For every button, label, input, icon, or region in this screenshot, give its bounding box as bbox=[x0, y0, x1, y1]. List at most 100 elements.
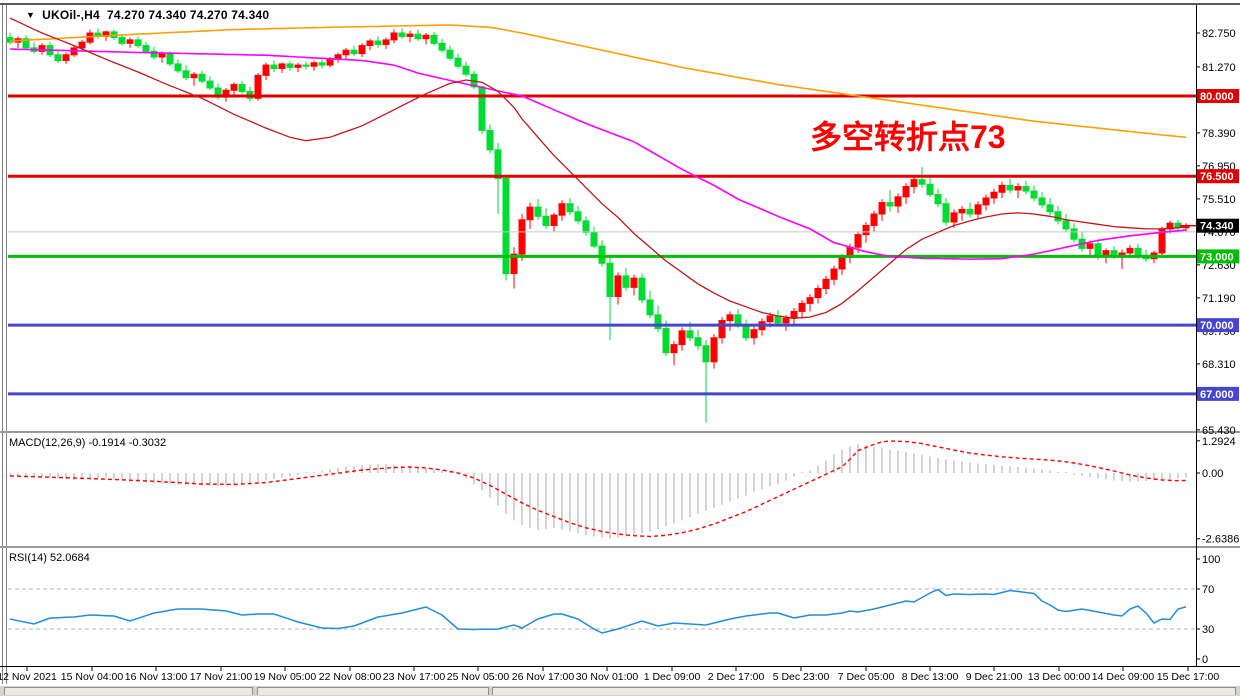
candle-body bbox=[798, 302, 806, 312]
time-axis-label: 2 Dec 17:00 bbox=[708, 671, 765, 683]
price-tick-label: 30 bbox=[1202, 624, 1214, 636]
moving-average-darkred bbox=[9, 17, 1187, 319]
time-axis-label: 25 Nov 05:00 bbox=[447, 671, 510, 683]
candle-body bbox=[310, 62, 318, 67]
candle-body bbox=[742, 324, 750, 339]
candle-body bbox=[982, 197, 990, 206]
price-tick-label: 81.270 bbox=[1202, 62, 1236, 74]
candle-body bbox=[590, 231, 598, 247]
candle-body bbox=[190, 73, 198, 79]
moving-average-orange bbox=[9, 24, 1187, 139]
chevron-down-icon[interactable]: ▼ bbox=[26, 10, 36, 20]
candle-body bbox=[702, 345, 710, 363]
time-axis-label: 30 Nov 01:00 bbox=[576, 671, 639, 683]
price-tick-label: 68.310 bbox=[1202, 359, 1236, 371]
candle-body bbox=[374, 40, 382, 45]
candle-body bbox=[134, 39, 142, 47]
candle-body bbox=[1022, 186, 1030, 192]
time-axis-label: 1 Dec 09:00 bbox=[644, 671, 701, 683]
time-axis-label: 14 Dec 09:00 bbox=[1092, 671, 1155, 683]
candle-body bbox=[526, 206, 534, 221]
candle-body bbox=[254, 74, 262, 99]
candle-body bbox=[606, 262, 614, 297]
candle-body bbox=[118, 37, 126, 44]
candle-body bbox=[38, 45, 46, 52]
candle-body bbox=[686, 330, 694, 339]
bottom-strip-segment[interactable] bbox=[492, 687, 1236, 695]
candle-body bbox=[294, 64, 302, 68]
candle-body bbox=[886, 202, 894, 207]
candle-body bbox=[534, 206, 542, 217]
rsi-indicator-label: RSI(14) 52.0684 bbox=[9, 552, 90, 564]
rsi-panel bbox=[8, 588, 1196, 634]
window-top-border bbox=[0, 3, 1240, 5]
candle-body bbox=[270, 64, 278, 70]
time-axis-label: 8 Dec 13:00 bbox=[902, 671, 959, 683]
candle-body bbox=[1110, 250, 1118, 256]
candle-body bbox=[430, 34, 438, 44]
candle-body bbox=[174, 63, 182, 72]
price-tick-label: 0 bbox=[1202, 654, 1208, 666]
candle-body bbox=[814, 287, 822, 299]
candle-body bbox=[654, 314, 662, 330]
candle-body bbox=[78, 41, 86, 49]
candle-body bbox=[6, 37, 14, 43]
candle-body bbox=[518, 219, 526, 255]
time-axis-label: 22 Nov 08:00 bbox=[319, 671, 382, 683]
time-axis[interactable]: 12 Nov 2021 15 Nov 04:00 16 Nov 13:00 17 No… bbox=[0, 666, 1240, 683]
candle-body bbox=[694, 337, 702, 347]
bottom-tab-strip bbox=[0, 686, 1240, 696]
panel-separator[interactable] bbox=[0, 546, 1240, 548]
candle-body bbox=[510, 253, 518, 275]
bottom-strip-segment[interactable] bbox=[4, 687, 253, 695]
candle-body bbox=[766, 315, 774, 323]
candle-body bbox=[862, 224, 870, 236]
candles-layer bbox=[6, 28, 1190, 423]
candle-body bbox=[398, 32, 406, 37]
candle-body bbox=[638, 277, 646, 301]
candle-body bbox=[966, 208, 974, 215]
chart-annotation-text[interactable]: 多空转折点73 bbox=[810, 119, 1006, 155]
candle-body bbox=[678, 330, 686, 346]
candle-body bbox=[350, 49, 358, 55]
candle-body bbox=[1062, 220, 1070, 230]
candle-body bbox=[662, 328, 670, 354]
candle-body bbox=[838, 257, 846, 270]
candle-body bbox=[278, 63, 286, 70]
candle-body bbox=[382, 39, 390, 45]
panel-separator[interactable] bbox=[0, 431, 1240, 433]
price-axis[interactable]: 82.75081.27078.39076.95075.51074.07072.6… bbox=[1196, 5, 1239, 666]
candle-body bbox=[582, 220, 590, 233]
candle-body bbox=[670, 344, 678, 354]
candle-body bbox=[942, 203, 950, 223]
candle-body bbox=[1126, 247, 1134, 254]
level-price-badge: 67.000 bbox=[1197, 386, 1239, 401]
candle-body bbox=[710, 337, 718, 363]
candle-body bbox=[934, 194, 942, 205]
candle-body bbox=[366, 40, 374, 47]
bottom-strip-segment[interactable] bbox=[257, 687, 489, 695]
candle-body bbox=[566, 203, 574, 213]
candle-body bbox=[830, 268, 838, 280]
price-tick-label: 0.00 bbox=[1202, 468, 1223, 480]
candle-body bbox=[502, 177, 510, 275]
price-tick-label: 82.750 bbox=[1202, 28, 1236, 40]
candle-body bbox=[238, 84, 246, 92]
candle-body bbox=[910, 179, 918, 188]
candle-body bbox=[326, 58, 334, 66]
candle-body bbox=[462, 65, 470, 75]
candle-body bbox=[990, 191, 998, 199]
time-axis-label: 17 Nov 21:00 bbox=[190, 671, 253, 683]
candle-body bbox=[870, 213, 878, 226]
macd-indicator-label: MACD(12,26,9) -0.1914 -0.3032 bbox=[9, 437, 167, 449]
time-axis-label: 9 Dec 21:00 bbox=[966, 671, 1023, 683]
candle-body bbox=[1070, 228, 1078, 240]
candle-body bbox=[166, 53, 174, 65]
last-price-badge: 74.340 bbox=[1197, 218, 1239, 233]
time-axis-label: 15 Nov 04:00 bbox=[61, 671, 124, 683]
price-tick-label: 78.390 bbox=[1202, 128, 1236, 140]
svg-text:70.000: 70.000 bbox=[1200, 320, 1234, 332]
candle-body bbox=[62, 54, 70, 61]
